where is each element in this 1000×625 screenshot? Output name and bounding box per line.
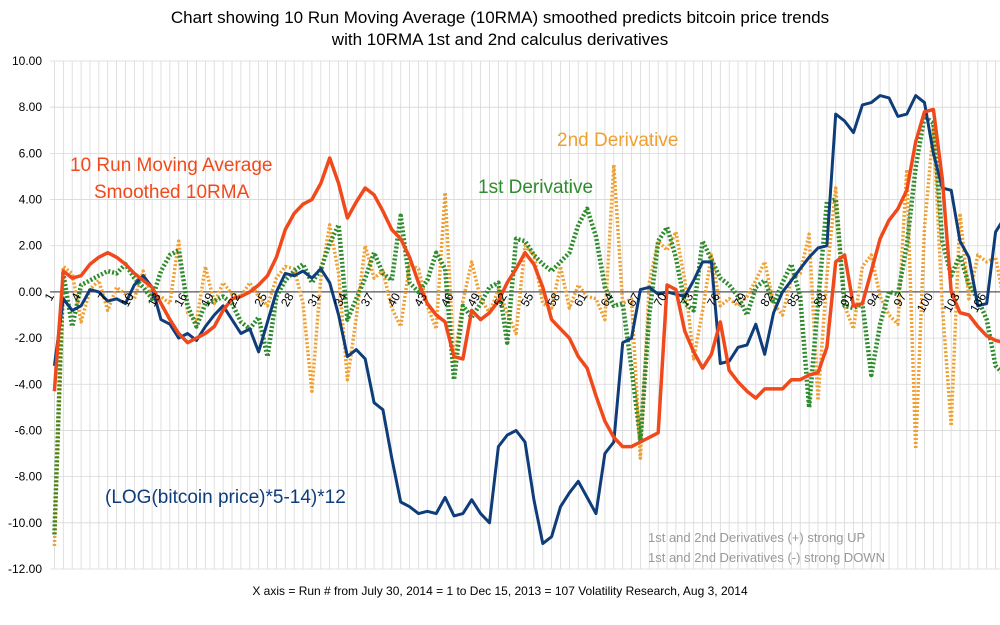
x-tick-label: 76 bbox=[704, 290, 723, 309]
x-tick-label: 28 bbox=[278, 290, 297, 309]
series-log-price bbox=[52, 94, 1000, 546]
x-tick-label: 85 bbox=[784, 290, 803, 309]
x-tick-label: 55 bbox=[518, 290, 537, 309]
y-tick-label: -8.00 bbox=[15, 470, 43, 484]
log-price-label: (LOG(bitcoin price)*5-14)*12 bbox=[105, 487, 346, 508]
x-tick-label: 82 bbox=[757, 290, 776, 309]
x-tick-label: 91 bbox=[837, 290, 856, 309]
x-tick-label: 40 bbox=[384, 290, 403, 309]
grid-layer bbox=[50, 60, 1000, 570]
x-tick-label: 106 bbox=[967, 290, 989, 315]
chart-title-line-2: with 10RMA 1st and 2nd calculus derivati… bbox=[331, 30, 669, 49]
x-tick-label: 52 bbox=[491, 290, 510, 309]
x-tick-label: 10 bbox=[118, 290, 137, 309]
x-tick-label: 64 bbox=[598, 290, 617, 309]
series-rma bbox=[52, 107, 1000, 449]
x-tick-label: 19 bbox=[198, 290, 217, 309]
x-tick-label: 97 bbox=[891, 290, 910, 309]
y-tick-label: 8.00 bbox=[19, 100, 43, 114]
x-tick-label: 94 bbox=[864, 290, 883, 309]
y-tick-label: 6.00 bbox=[19, 146, 43, 160]
x-tick-label: 70 bbox=[651, 290, 670, 309]
x-tick-label: 73 bbox=[677, 290, 696, 309]
y-tick-label: 4.00 bbox=[19, 193, 43, 207]
rma-label-line-1: 10 Run Moving Average bbox=[70, 155, 272, 176]
y-tick-label: 0.00 bbox=[19, 285, 43, 299]
x-tick-label: 88 bbox=[811, 290, 830, 309]
x-tick-label: 16 bbox=[171, 290, 190, 309]
x-tick-label: 46 bbox=[438, 290, 457, 309]
y-tick-label: 10.00 bbox=[12, 54, 42, 68]
x-axis-caption: X axis = Run # from July 30, 2014 = 1 to… bbox=[252, 584, 748, 598]
x-tick-label: 34 bbox=[331, 290, 350, 309]
rma-label-line-2: Smoothed 10RMA bbox=[94, 182, 250, 203]
second-derivative-label: 2nd Derivative bbox=[557, 130, 678, 151]
chart-title-line-1: Chart showing 10 Run Moving Average (10R… bbox=[170, 8, 830, 27]
x-tick-label: 25 bbox=[251, 290, 270, 309]
x-tick-label: 58 bbox=[544, 290, 563, 309]
note-strong-down: 1st and 2nd Derivatives (-) strong DOWN bbox=[648, 550, 885, 565]
x-tick-label: 49 bbox=[464, 290, 483, 309]
x-tick-label: 79 bbox=[731, 290, 750, 309]
x-tick-label: 61 bbox=[571, 290, 590, 309]
series-layer bbox=[52, 94, 1000, 546]
note-strong-up: 1st and 2nd Derivatives (+) strong UP bbox=[648, 530, 865, 545]
y-tick-label: -10.00 bbox=[8, 516, 42, 530]
x-tick-label: 100 bbox=[914, 290, 936, 315]
x-tick-label: 22 bbox=[225, 290, 244, 309]
y-tick-label: -6.00 bbox=[15, 423, 43, 437]
x-tick-label: 67 bbox=[624, 290, 643, 309]
x-tick-label: 13 bbox=[145, 290, 164, 309]
y-tick-label: -2.00 bbox=[15, 331, 43, 345]
x-tick-label: 37 bbox=[358, 290, 377, 309]
x-tick-label: 31 bbox=[305, 290, 324, 309]
y-tick-label: 2.00 bbox=[19, 239, 43, 253]
first-derivative-label: 1st Derivative bbox=[478, 177, 593, 198]
x-tick-label: 43 bbox=[411, 290, 430, 309]
y-tick-label: -12.00 bbox=[8, 562, 42, 576]
y-tick-label: -4.00 bbox=[15, 377, 43, 391]
